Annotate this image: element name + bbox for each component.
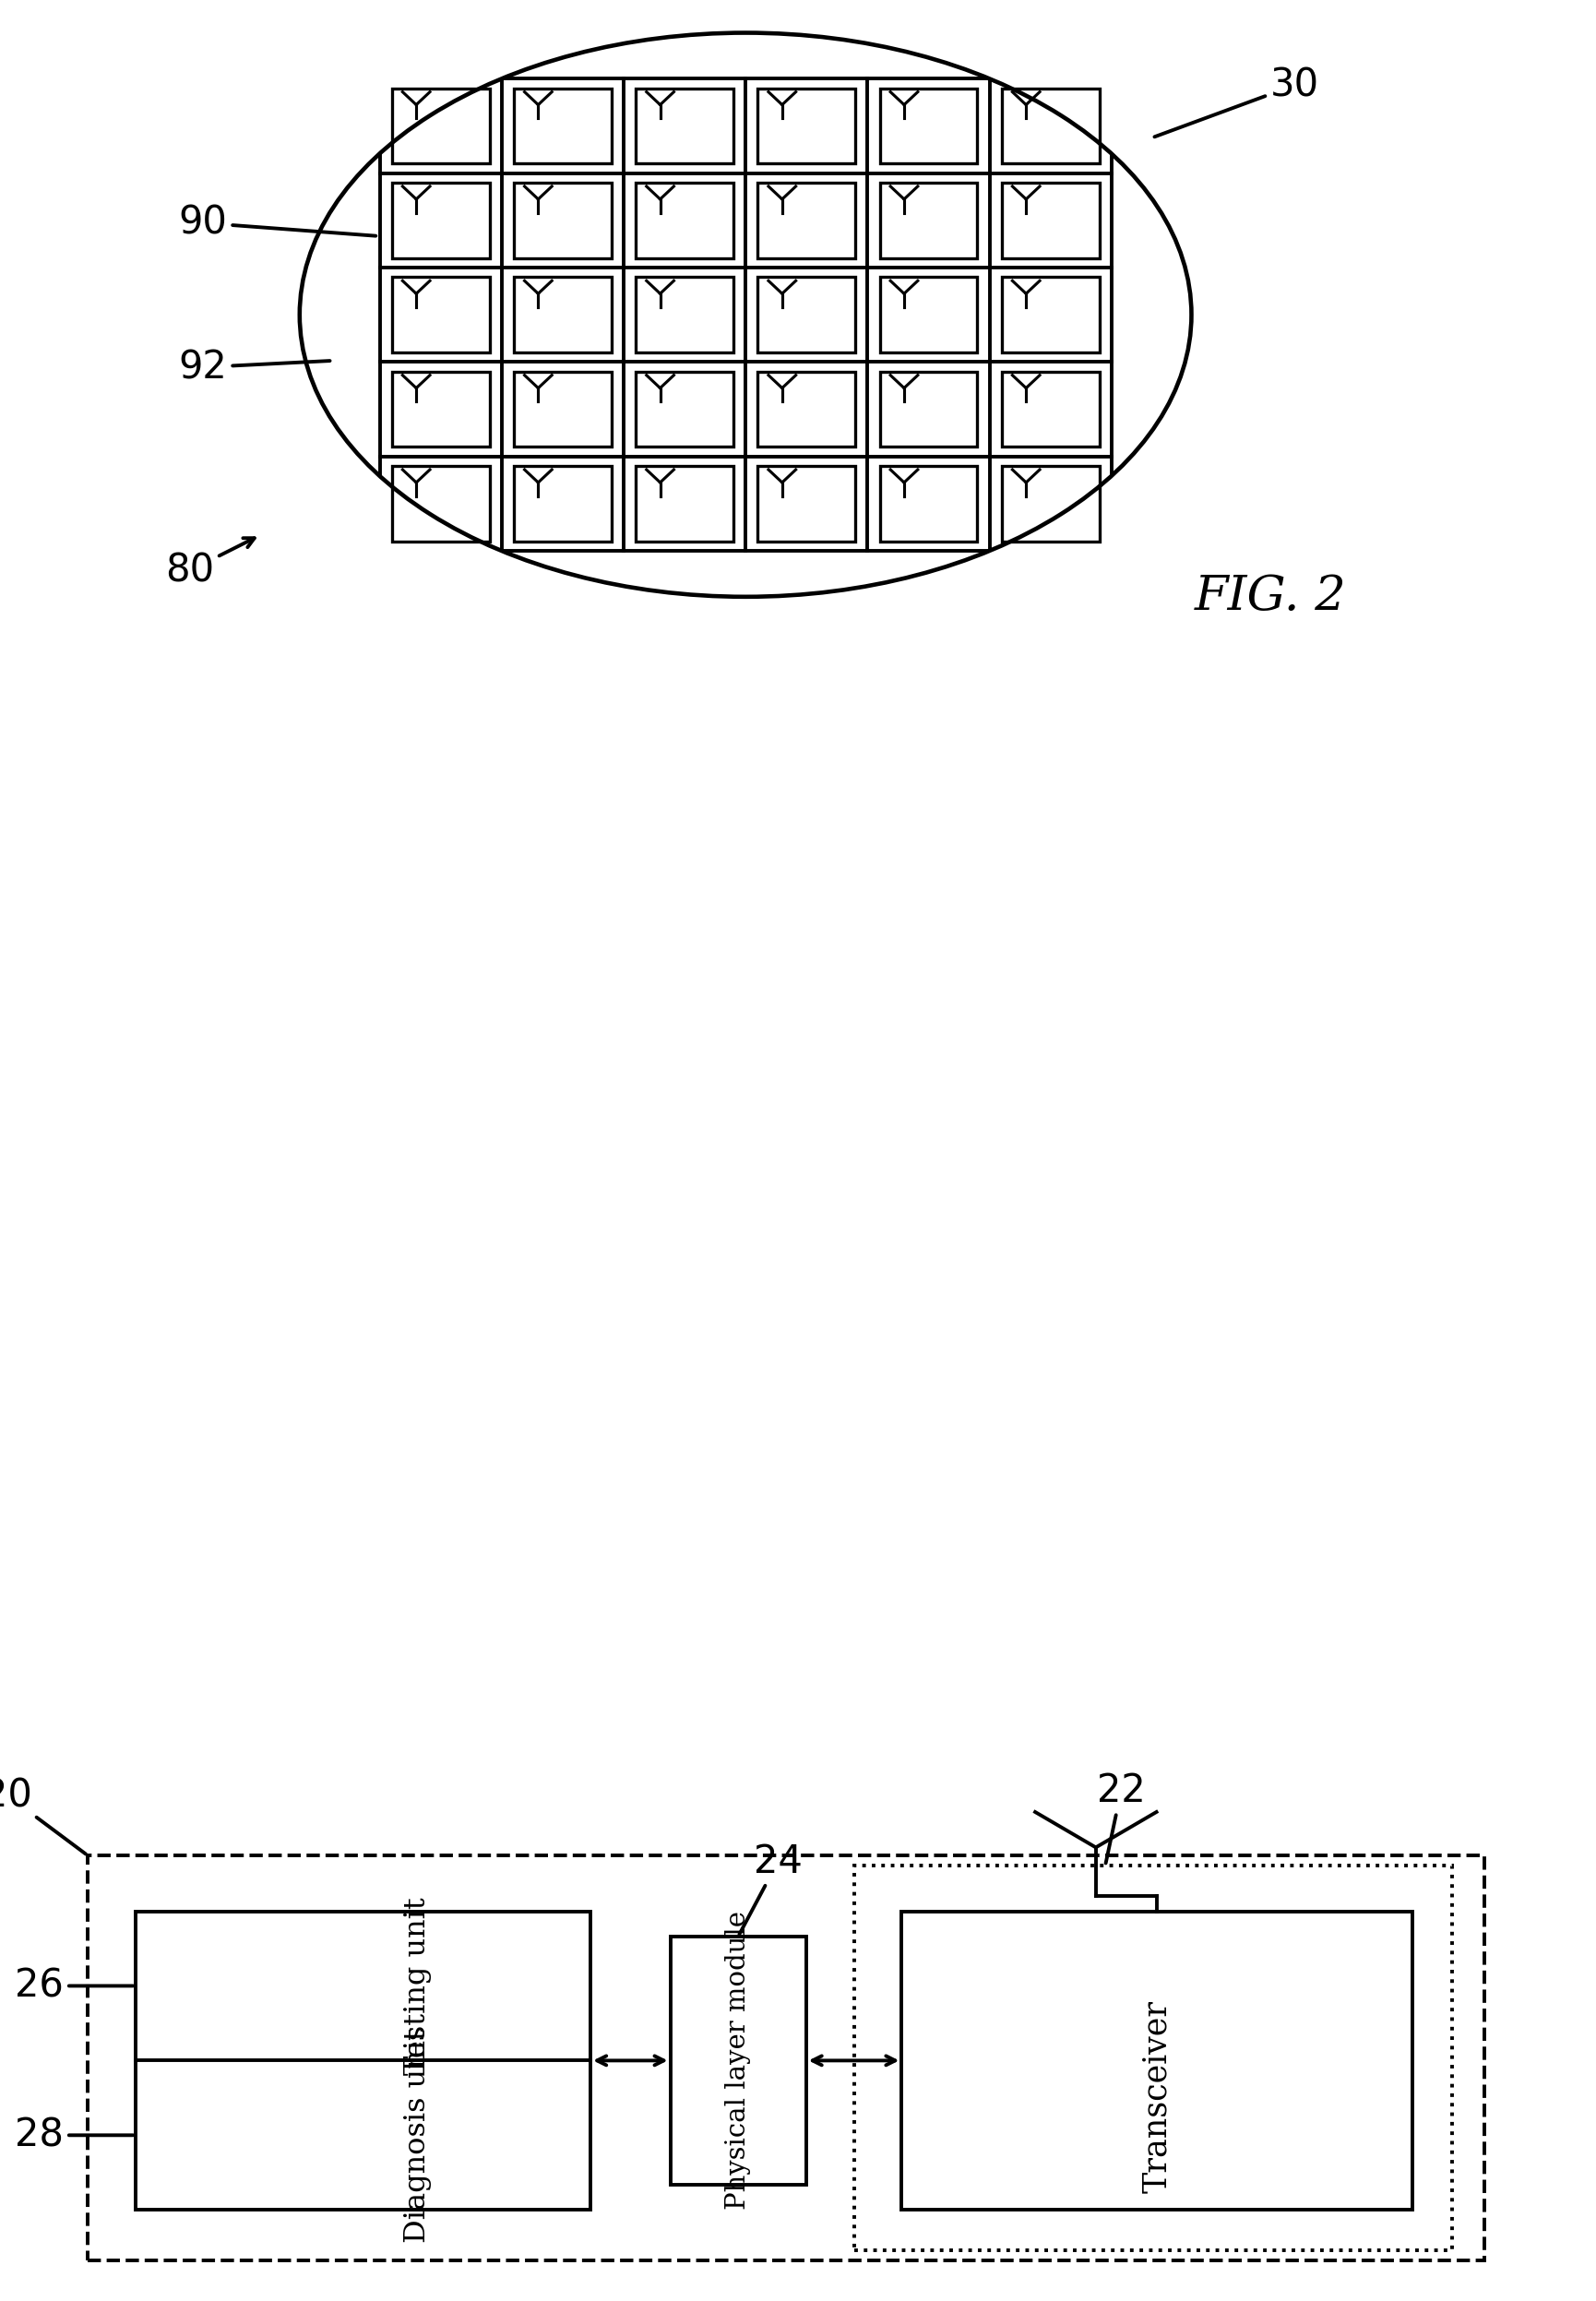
Text: 30: 30 — [1154, 67, 1320, 136]
Text: Transceiver: Transceiver — [1141, 2000, 1173, 2193]
Text: Physical layer module: Physical layer module — [725, 1912, 752, 2209]
Text: 80: 80 — [166, 538, 254, 589]
Text: 26: 26 — [14, 1967, 132, 2004]
Text: 24: 24 — [739, 1843, 803, 1935]
Text: Diagnosis unit: Diagnosis unit — [404, 2027, 433, 2243]
Text: 90: 90 — [179, 202, 375, 242]
Text: 92: 92 — [179, 347, 330, 387]
Text: 28: 28 — [14, 2117, 132, 2154]
Text: FIG. 2: FIG. 2 — [1194, 573, 1345, 621]
Text: 20: 20 — [0, 1776, 86, 1855]
Text: 22: 22 — [1096, 1772, 1146, 1864]
Text: Testing unit: Testing unit — [404, 1896, 433, 2076]
